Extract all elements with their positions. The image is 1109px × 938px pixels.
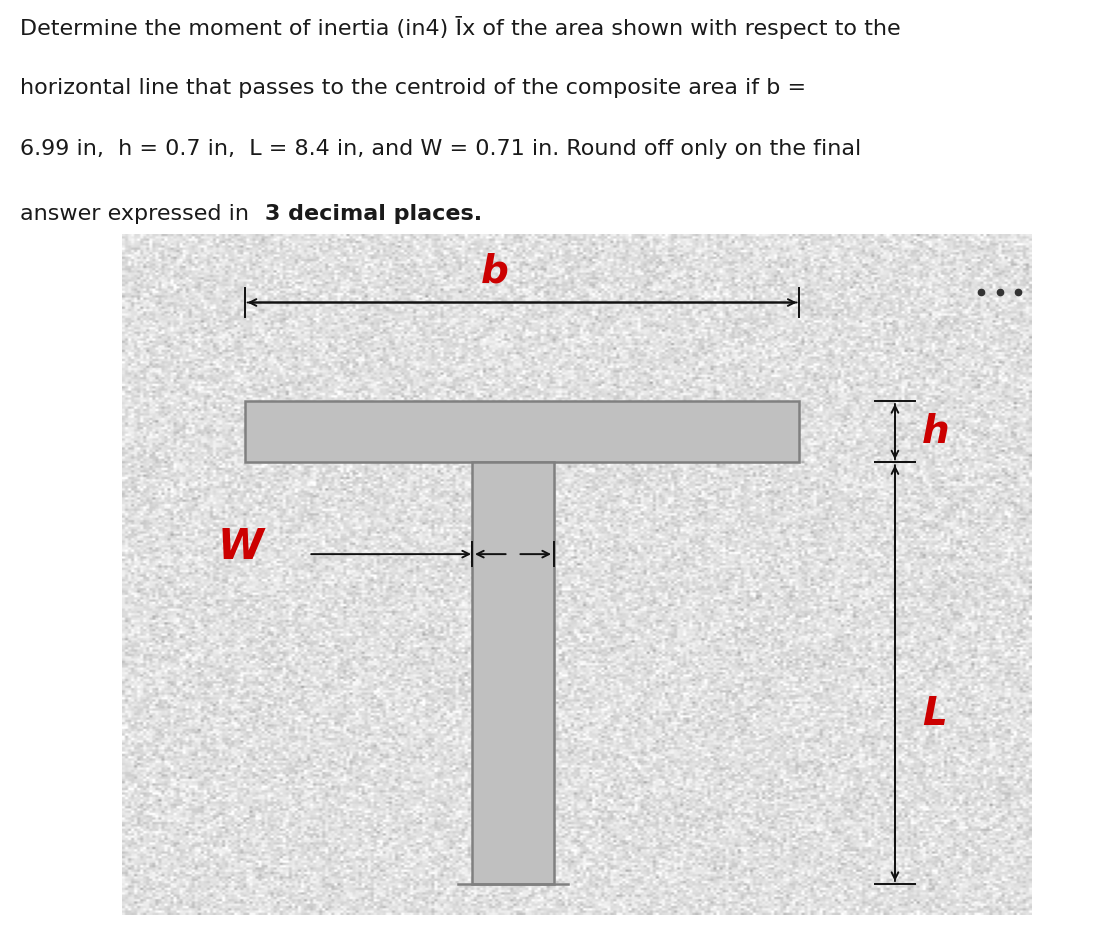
Text: h: h xyxy=(923,413,950,451)
Text: horizontal line that passes to the centroid of the composite area if b =: horizontal line that passes to the centr… xyxy=(20,79,806,98)
Text: L: L xyxy=(923,695,947,733)
Text: b: b xyxy=(481,252,509,290)
Text: 6.99 in,  h = 0.7 in,  L = 8.4 in, and W = 0.71 in. Round off only on the final: 6.99 in, h = 0.7 in, L = 8.4 in, and W =… xyxy=(20,139,862,159)
Text: 3 decimal places.: 3 decimal places. xyxy=(265,204,482,223)
Text: answer expressed in: answer expressed in xyxy=(20,204,256,223)
Text: W: W xyxy=(217,526,263,568)
Polygon shape xyxy=(472,462,553,884)
Polygon shape xyxy=(245,401,800,462)
Text: Determine the moment of inertia (in4) Īx of the area shown with respect to the: Determine the moment of inertia (in4) Īx… xyxy=(20,16,901,38)
